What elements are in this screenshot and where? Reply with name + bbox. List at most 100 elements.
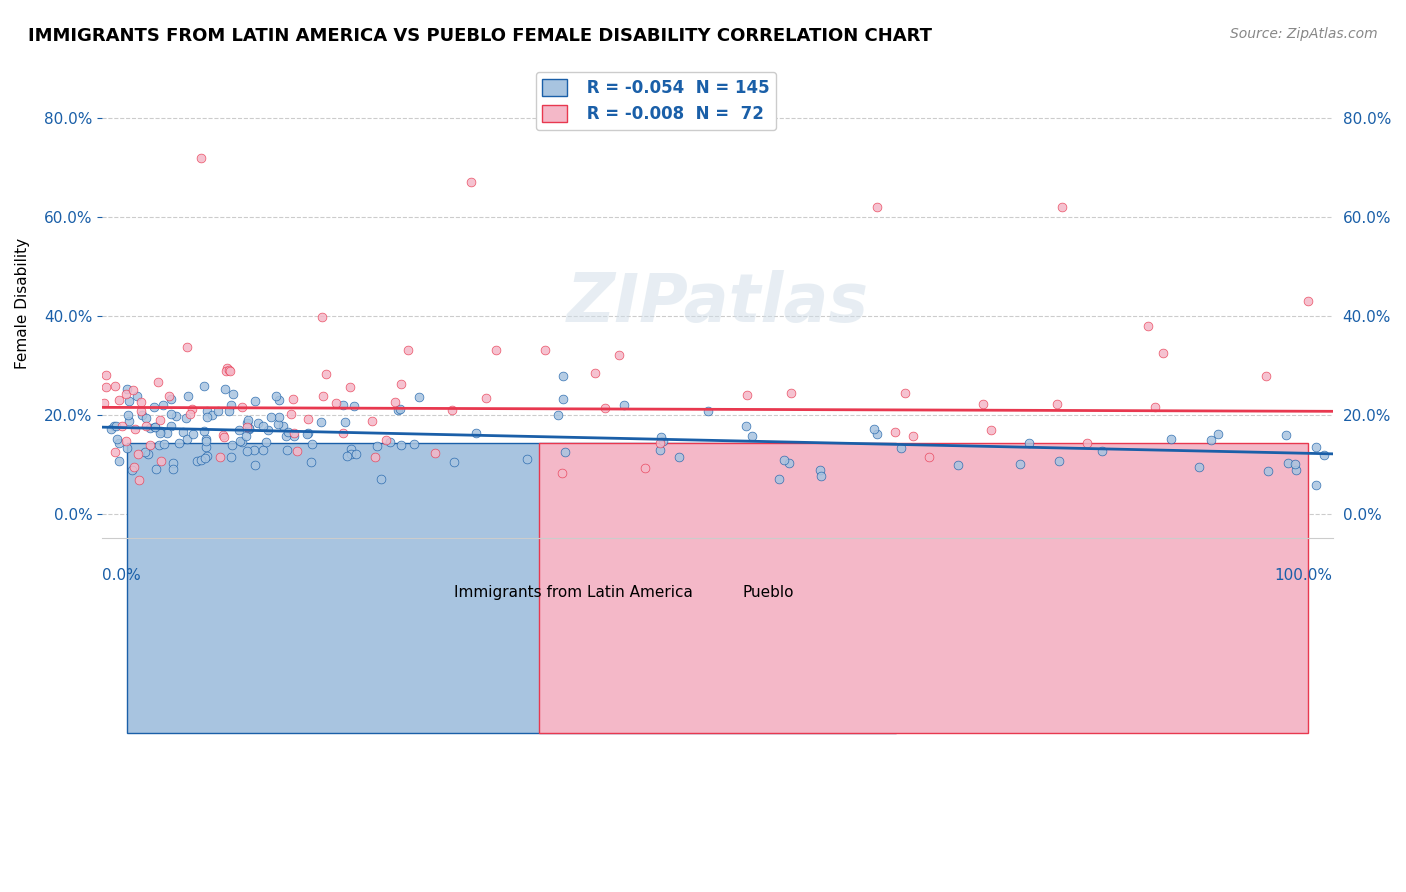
Point — [252, 419, 274, 434]
Point — [613, 398, 636, 412]
Point — [219, 398, 242, 412]
Point — [651, 434, 673, 448]
Point — [236, 416, 259, 430]
Point — [325, 396, 347, 410]
Point — [93, 396, 115, 410]
Point — [157, 389, 180, 403]
Text: Immigrants from Latin America: Immigrants from Latin America — [454, 585, 693, 600]
Point — [221, 450, 243, 465]
Point — [475, 391, 498, 405]
Point — [100, 422, 122, 436]
Point — [389, 377, 412, 392]
Point — [890, 442, 912, 456]
Point — [156, 425, 179, 440]
Point — [162, 462, 184, 476]
Point — [1010, 458, 1032, 472]
Point — [810, 468, 832, 483]
Point — [1050, 200, 1073, 214]
Point — [172, 425, 194, 439]
Point — [396, 343, 419, 357]
Point — [152, 398, 174, 412]
Point — [229, 434, 252, 448]
Point — [238, 422, 260, 436]
Text: 100.0%: 100.0% — [1275, 568, 1333, 583]
Point — [142, 401, 165, 415]
Point — [149, 426, 172, 441]
Point — [894, 385, 917, 400]
Point — [1047, 453, 1070, 467]
Point — [1313, 448, 1336, 462]
Point — [222, 386, 245, 401]
Point — [149, 424, 172, 438]
Point — [143, 420, 166, 434]
Point — [238, 412, 260, 426]
Point — [252, 443, 274, 458]
Point — [389, 402, 412, 417]
Text: ZIPatlas: ZIPatlas — [567, 270, 869, 336]
Point — [181, 426, 204, 441]
Point — [779, 386, 801, 401]
Point — [209, 450, 232, 464]
Point — [593, 401, 616, 415]
Point — [343, 399, 366, 413]
Point — [1284, 458, 1306, 472]
Point — [96, 380, 118, 394]
Point — [1045, 397, 1067, 411]
Point — [215, 360, 238, 375]
Point — [366, 439, 388, 453]
Point — [1256, 369, 1278, 384]
Point — [235, 428, 257, 442]
Point — [734, 419, 756, 434]
Point — [231, 434, 253, 449]
Point — [122, 459, 145, 474]
Point — [148, 375, 170, 389]
Point — [1152, 346, 1174, 360]
Point — [247, 417, 270, 431]
Point — [104, 379, 127, 393]
Point — [218, 403, 240, 417]
Point — [108, 393, 131, 408]
Point — [143, 420, 166, 434]
Point — [195, 410, 218, 425]
Text: Source: ZipAtlas.com: Source: ZipAtlas.com — [1230, 27, 1378, 41]
Point — [772, 453, 794, 467]
Point — [387, 403, 409, 417]
Point — [1137, 318, 1160, 333]
Point — [121, 463, 143, 477]
Point — [115, 441, 138, 455]
Point — [264, 389, 287, 403]
Point — [607, 348, 630, 362]
Point — [190, 151, 212, 165]
Point — [380, 435, 402, 450]
Point — [883, 425, 905, 439]
Point — [1305, 478, 1327, 492]
Point — [190, 452, 212, 467]
Point — [340, 447, 363, 461]
Point — [176, 340, 198, 354]
Point — [339, 380, 361, 394]
Point — [1091, 444, 1114, 458]
Point — [176, 432, 198, 446]
Point — [195, 440, 218, 454]
Point — [808, 463, 831, 477]
Point — [1257, 464, 1279, 478]
Point — [165, 409, 187, 424]
FancyBboxPatch shape — [538, 443, 1308, 733]
Point — [340, 442, 363, 456]
Point — [129, 394, 152, 409]
Point — [131, 404, 153, 418]
Point — [194, 450, 217, 465]
Point — [918, 450, 941, 464]
Point — [1206, 426, 1229, 441]
Point — [214, 430, 236, 444]
Point — [153, 436, 176, 450]
Point — [485, 343, 508, 358]
Point — [108, 454, 131, 468]
Point — [139, 421, 162, 435]
Point — [174, 410, 197, 425]
Point — [201, 409, 224, 423]
Point — [283, 426, 305, 441]
Point — [301, 436, 323, 450]
Point — [425, 446, 447, 460]
Point — [332, 398, 354, 412]
